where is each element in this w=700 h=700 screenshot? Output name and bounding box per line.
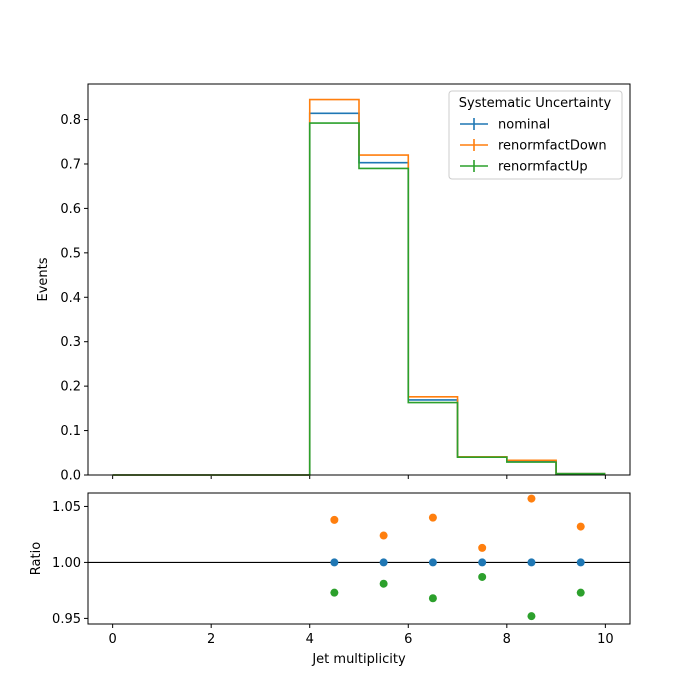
x-tick-label: 8 xyxy=(503,632,511,647)
main-y-axis-label: Events xyxy=(36,257,51,301)
ratio-plot-frame xyxy=(87,492,631,625)
main-y-tick-label: 0.8 xyxy=(60,113,81,128)
ratio-point-nominal xyxy=(428,558,437,567)
legend-title: Systematic Uncertainty xyxy=(459,96,612,111)
ratio-point-renormfactUp xyxy=(576,588,585,597)
legend-label-nominal: nominal xyxy=(498,118,550,133)
legend-label-renormfactUp: renormfactUp xyxy=(498,160,588,175)
ratio-point-nominal xyxy=(527,558,536,567)
main-axis-ticks: 0.0 0.1 0.2 0.3 0.4 0.5 0.6 0.7 0.8 xyxy=(60,113,606,484)
main-y-tick-label: 0.4 xyxy=(60,291,81,306)
main-y-tick-label: 0.2 xyxy=(60,380,81,395)
ratio-point-renormfactDown xyxy=(428,513,437,522)
ratio-point-renormfactDown xyxy=(379,531,388,540)
legend-frame xyxy=(448,90,623,180)
ratio-point-renormfactUp xyxy=(428,594,437,603)
ratio-y-tick-label: 1.00 xyxy=(52,556,81,571)
ratio-axis-ticks: 0.95 1.00 1.05 0 2 4 6 8 10 xyxy=(52,500,614,647)
x-tick-label: 2 xyxy=(207,632,215,647)
ratio-point-renormfactUp xyxy=(379,579,388,588)
ratio-points-group xyxy=(330,494,585,621)
ratio-point-renormfactDown xyxy=(527,494,536,503)
main-y-tick-label: 0.3 xyxy=(60,335,81,350)
ratio-y-tick-label: 1.05 xyxy=(52,500,81,515)
ratio-point-renormfactDown xyxy=(330,515,339,524)
x-tick-label: 4 xyxy=(306,632,314,647)
ratio-point-renormfactDown xyxy=(576,522,585,531)
legend-label-renormfactDown: renormfactDown xyxy=(498,139,607,154)
main-y-tick-label: 0.1 xyxy=(60,424,81,439)
ratio-point-nominal xyxy=(330,558,339,567)
ratio-point-renormfactUp xyxy=(330,588,339,597)
x-tick-label: 6 xyxy=(404,632,412,647)
ratio-panel: 0.95 1.00 1.05 0 2 4 6 8 10 Ratio Jet multiplici… xyxy=(29,492,631,667)
main-plot-frame xyxy=(87,83,631,476)
ratio-point-nominal xyxy=(379,558,388,567)
main-y-tick-label: 0.7 xyxy=(60,157,81,172)
ratio-y-tick-label: 0.95 xyxy=(52,612,81,627)
x-tick-label: 0 xyxy=(108,632,116,647)
main-y-tick-label: 0.5 xyxy=(60,246,81,261)
x-tick-label: 10 xyxy=(597,632,614,647)
ratio-point-renormfactDown xyxy=(478,543,487,552)
ratio-point-nominal xyxy=(478,558,487,567)
ratio-y-axis-label: Ratio xyxy=(29,542,44,575)
main-y-tick-label: 0.6 xyxy=(60,202,81,217)
main-y-tick-label: 0.0 xyxy=(60,469,81,484)
legend: Systematic Uncertainty nominal renormfact… xyxy=(448,90,623,180)
ratio-point-renormfactUp xyxy=(478,572,487,581)
ratio-point-renormfactUp xyxy=(527,612,536,621)
ratio-point-nominal xyxy=(576,558,585,567)
main-histogram-panel: 0.0 0.1 0.2 0.3 0.4 0.5 0.6 0.7 0.8 Events Syste… xyxy=(36,83,631,484)
x-axis-label: Jet multiplicity xyxy=(311,652,406,667)
